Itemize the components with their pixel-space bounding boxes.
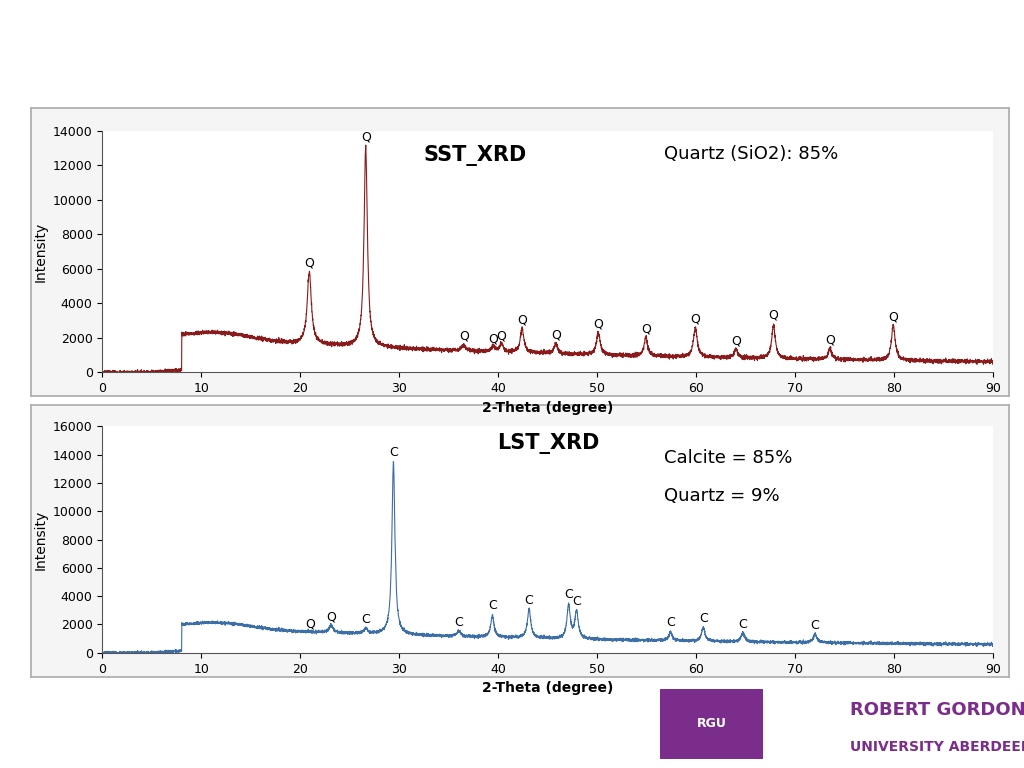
Text: Q: Q <box>517 314 527 327</box>
Y-axis label: Intensity: Intensity <box>33 509 47 570</box>
Y-axis label: Intensity: Intensity <box>33 221 47 282</box>
Text: C: C <box>524 594 534 607</box>
Text: XRD Analysis before chemical treatment: XRD Analysis before chemical treatment <box>13 29 857 71</box>
Text: ROBERT GORDON: ROBERT GORDON <box>850 700 1024 719</box>
Text: Q: Q <box>305 617 315 630</box>
Text: Q: Q <box>360 131 371 144</box>
Text: SST_XRD: SST_XRD <box>423 145 526 166</box>
Text: Q: Q <box>326 611 336 624</box>
Text: Q: Q <box>551 329 561 342</box>
Text: C: C <box>811 619 819 632</box>
Text: Q: Q <box>641 323 651 336</box>
Text: Q: Q <box>488 333 499 346</box>
Text: C: C <box>389 446 397 459</box>
Text: Q: Q <box>825 333 835 346</box>
Text: C: C <box>698 612 708 625</box>
X-axis label: 2-Theta (degree): 2-Theta (degree) <box>482 401 613 415</box>
Text: Q: Q <box>690 313 700 326</box>
Text: Quartz (SiO2): 85%: Quartz (SiO2): 85% <box>664 145 838 163</box>
Text: Quartz = 9%: Quartz = 9% <box>664 488 779 505</box>
Text: C: C <box>564 588 573 601</box>
Text: Q: Q <box>497 330 506 343</box>
Text: C: C <box>455 616 463 629</box>
Text: LST_XRD: LST_XRD <box>497 433 599 454</box>
Text: Q: Q <box>769 309 778 322</box>
Text: C: C <box>361 613 370 626</box>
Text: UNIVERSITY ABERDEEN: UNIVERSITY ABERDEEN <box>850 740 1024 754</box>
Text: Q: Q <box>304 257 314 270</box>
Text: C: C <box>488 599 497 612</box>
Text: Q: Q <box>889 311 898 324</box>
Text: C: C <box>667 617 675 629</box>
Text: Q: Q <box>459 329 469 343</box>
Text: RGU: RGU <box>696 717 727 730</box>
Text: Q: Q <box>593 317 603 330</box>
Text: C: C <box>738 617 748 631</box>
Text: Calcite = 85%: Calcite = 85% <box>664 449 792 467</box>
Text: C: C <box>572 594 581 607</box>
Text: Q: Q <box>731 335 740 348</box>
Bar <box>660 688 763 759</box>
X-axis label: 2-Theta (degree): 2-Theta (degree) <box>482 681 613 695</box>
Bar <box>650 685 1014 763</box>
